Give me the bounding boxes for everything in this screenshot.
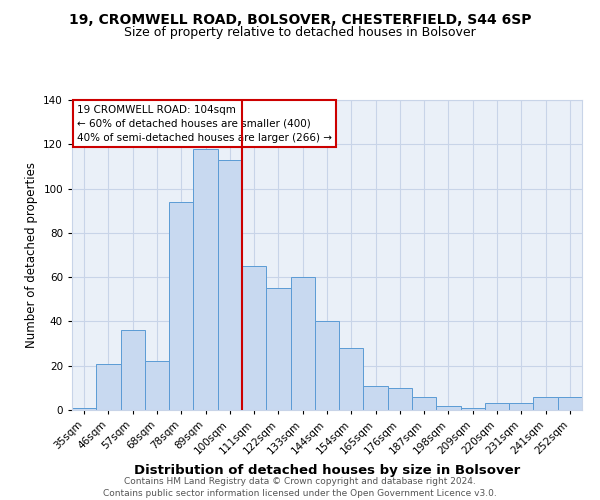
- Text: Contains HM Land Registry data © Crown copyright and database right 2024.
Contai: Contains HM Land Registry data © Crown c…: [103, 476, 497, 498]
- Text: 19 CROMWELL ROAD: 104sqm
← 60% of detached houses are smaller (400)
40% of semi-: 19 CROMWELL ROAD: 104sqm ← 60% of detach…: [77, 104, 332, 142]
- Bar: [266, 288, 290, 410]
- Bar: [121, 330, 145, 410]
- Bar: [436, 406, 461, 410]
- Bar: [558, 396, 582, 410]
- Bar: [461, 408, 485, 410]
- Bar: [169, 202, 193, 410]
- Bar: [533, 396, 558, 410]
- Bar: [242, 266, 266, 410]
- Bar: [339, 348, 364, 410]
- Bar: [485, 404, 509, 410]
- X-axis label: Distribution of detached houses by size in Bolsover: Distribution of detached houses by size …: [134, 464, 520, 477]
- Bar: [96, 364, 121, 410]
- Bar: [290, 277, 315, 410]
- Bar: [218, 160, 242, 410]
- Bar: [315, 322, 339, 410]
- Bar: [193, 148, 218, 410]
- Bar: [145, 362, 169, 410]
- Bar: [72, 408, 96, 410]
- Bar: [364, 386, 388, 410]
- Bar: [509, 404, 533, 410]
- Bar: [412, 396, 436, 410]
- Y-axis label: Number of detached properties: Number of detached properties: [25, 162, 38, 348]
- Text: 19, CROMWELL ROAD, BOLSOVER, CHESTERFIELD, S44 6SP: 19, CROMWELL ROAD, BOLSOVER, CHESTERFIEL…: [69, 12, 531, 26]
- Bar: [388, 388, 412, 410]
- Text: Size of property relative to detached houses in Bolsover: Size of property relative to detached ho…: [124, 26, 476, 39]
